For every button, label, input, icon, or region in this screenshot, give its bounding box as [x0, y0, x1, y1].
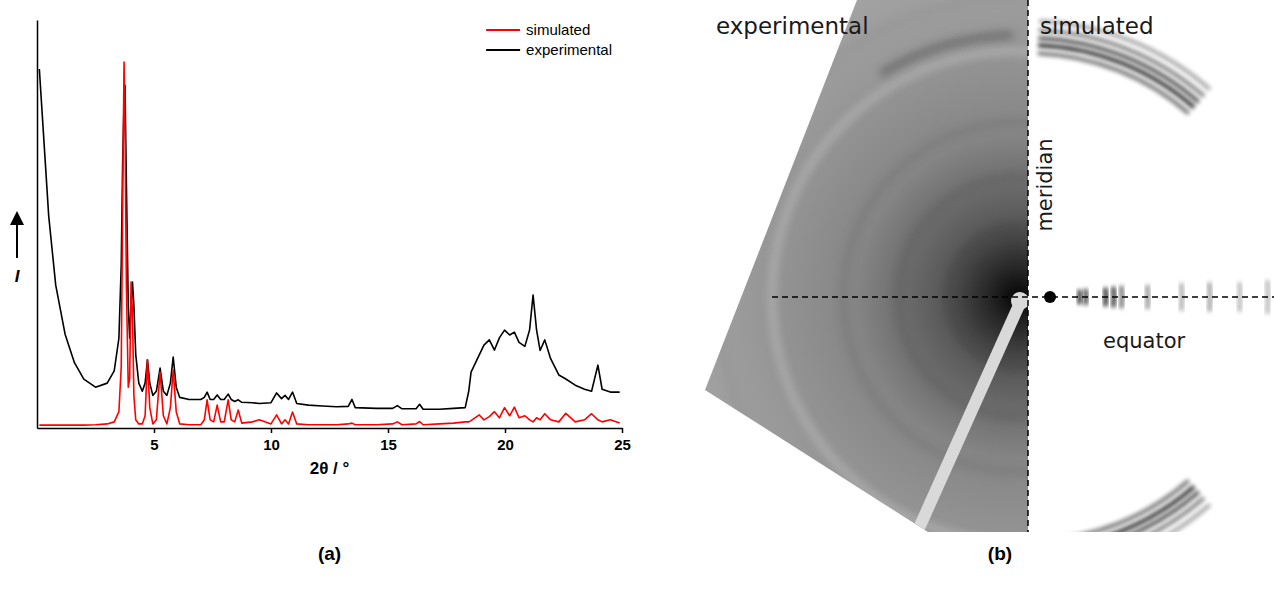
meridian-line	[1027, 0, 1029, 532]
simulated-image	[1038, 19, 1270, 532]
experimental-meridional-arc	[879, 32, 1012, 76]
equator-label: equator	[1103, 329, 1186, 353]
experimental-title: experimental	[716, 13, 869, 39]
x-axis: 5 10 15 20 25	[38, 428, 631, 453]
simulated-equatorial-reflection	[1237, 282, 1242, 312]
legend-swatch	[486, 49, 520, 51]
x-tick-mark	[505, 428, 507, 433]
simulated-equatorial-reflection	[1078, 289, 1082, 304]
x-tick-label: 25	[614, 436, 631, 453]
series-line	[39, 62, 619, 425]
legend-item: simulated	[486, 21, 590, 38]
x-tick-label: 10	[263, 436, 280, 453]
panel-a: 5 10 15 20 25 2θ / ° Isimulated experimental (a)	[15, 21, 631, 565]
x-tick: 10	[263, 428, 280, 453]
x-tick-label: 20	[497, 436, 514, 453]
beam-stop	[915, 303, 1020, 537]
x-tick: 25	[614, 428, 631, 453]
simulated-equatorial-reflection	[1207, 282, 1212, 311]
simulated-title: simulated	[1040, 13, 1154, 39]
experimental-background	[700, 0, 1028, 532]
x-tick-mark	[154, 428, 156, 433]
equator-line	[772, 296, 1274, 298]
x-axis-line	[38, 428, 623, 430]
x-axis-title: 2θ / °	[310, 459, 350, 478]
y-axis-arrow	[16, 218, 18, 258]
y-axis-title: I	[15, 267, 21, 286]
legend-label: simulated	[526, 21, 590, 38]
x-tick-mark	[388, 428, 390, 433]
x-tick: 5	[150, 428, 158, 453]
legend-item: experimental	[486, 41, 612, 58]
x-tick-label: 15	[380, 436, 397, 453]
panel-label: (a)	[318, 543, 341, 564]
legend-label: experimental	[526, 41, 612, 58]
legend: simulated experimental	[486, 21, 612, 58]
meridian-label: meridian	[1033, 138, 1057, 231]
simulated-meridional-arc	[1039, 503, 1211, 532]
simulated-meridional-arc	[1038, 490, 1200, 532]
plot-marks	[39, 62, 619, 425]
x-tick: 20	[497, 428, 514, 453]
experimental-ring	[718, 0, 1274, 592]
y-axis-line	[37, 21, 39, 429]
x-tick-label: 5	[150, 436, 158, 453]
experimental-image	[700, 0, 1274, 592]
simulated-meridional-arc	[1038, 485, 1195, 532]
panel-label: (b)	[988, 543, 1012, 564]
x-tick-mark	[271, 428, 273, 433]
x-tick: 15	[380, 428, 397, 453]
legend-swatch	[486, 29, 520, 31]
x-tick-mark	[622, 428, 624, 433]
y-axis	[37, 21, 38, 429]
figure: 5 10 15 20 25 2θ / ° Isimulated experimental (a)…	[0, 0, 1274, 592]
beam-stop-end	[1011, 292, 1029, 310]
panel-b: experimental simulated meridian equator (b)	[700, 0, 1274, 592]
